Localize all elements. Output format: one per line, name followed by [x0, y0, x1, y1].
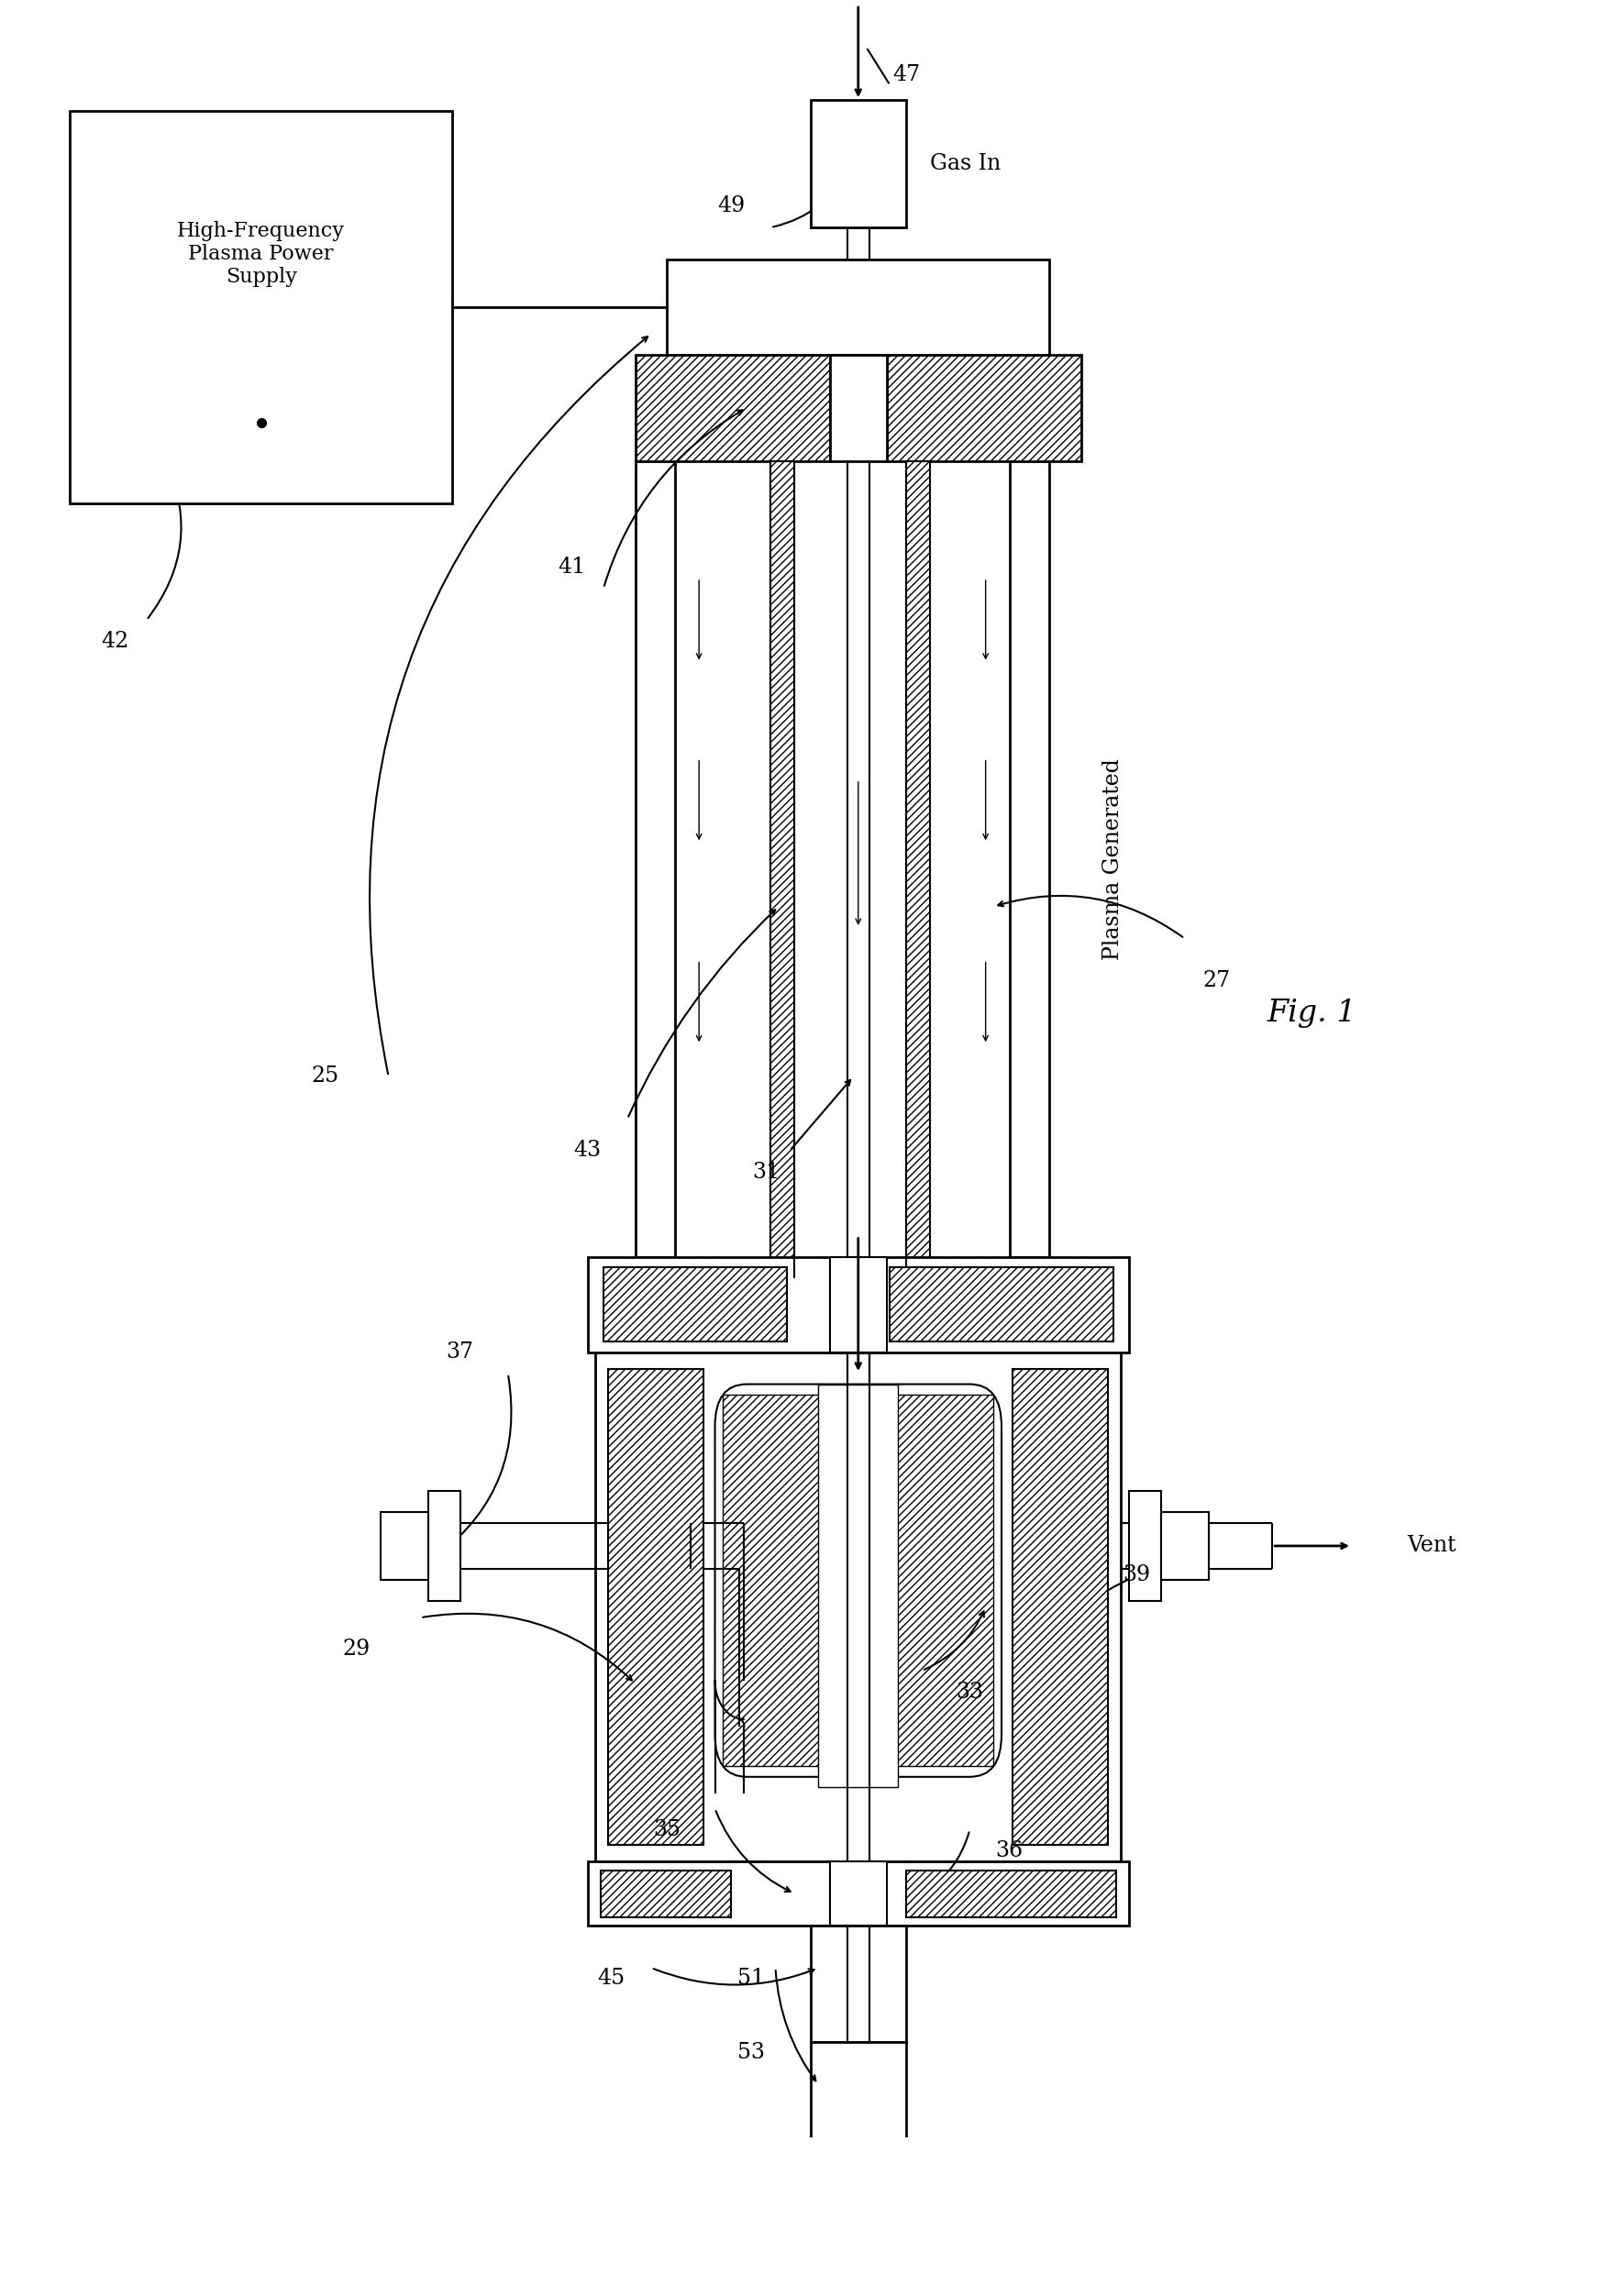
Bar: [905, 1871, 1115, 1917]
Bar: [811, 2041, 905, 2158]
Bar: [429, 1490, 461, 1600]
Bar: [819, 1384, 899, 1789]
Bar: [722, 1394, 993, 1766]
Bar: [587, 1862, 1128, 1926]
Bar: [905, 461, 929, 1279]
Text: 43: 43: [573, 1141, 602, 1162]
Text: Vent: Vent: [1408, 1536, 1457, 1557]
Bar: [1013, 1368, 1107, 1844]
Bar: [888, 356, 1082, 461]
Bar: [811, 101, 905, 227]
Bar: [1010, 461, 1050, 1256]
Text: 53: 53: [738, 2041, 766, 2064]
Bar: [811, 1926, 905, 2041]
Text: 35: 35: [653, 1818, 681, 1841]
Text: 33: 33: [957, 1681, 984, 1704]
Bar: [595, 1352, 1120, 1862]
Text: 51: 51: [738, 1968, 766, 1988]
Text: 47: 47: [892, 64, 920, 85]
Text: 36: 36: [995, 1841, 1024, 1862]
Bar: [770, 461, 794, 1279]
Bar: [830, 1862, 888, 1926]
Text: 31: 31: [753, 1162, 780, 1182]
Bar: [71, 110, 453, 503]
Bar: [830, 356, 888, 461]
Bar: [830, 1256, 888, 1352]
Bar: [668, 259, 1050, 356]
Bar: [380, 1513, 429, 1580]
Text: 39: 39: [1124, 1564, 1151, 1587]
Text: Plasma Generated: Plasma Generated: [1103, 758, 1123, 960]
Bar: [1128, 1490, 1160, 1600]
Text: Fig. 1: Fig. 1: [1268, 999, 1356, 1026]
Text: 42: 42: [101, 631, 128, 652]
Bar: [608, 1368, 703, 1844]
Bar: [636, 461, 676, 1256]
FancyBboxPatch shape: [714, 1384, 1002, 1777]
Bar: [1160, 1513, 1209, 1580]
Text: 45: 45: [597, 1968, 626, 1988]
Bar: [636, 356, 830, 461]
Text: 25: 25: [311, 1065, 339, 1086]
Text: 37: 37: [446, 1341, 473, 1364]
Bar: [587, 1256, 1128, 1352]
Text: Gas In: Gas In: [929, 154, 1002, 174]
Text: 41: 41: [559, 556, 586, 579]
Text: 49: 49: [717, 195, 745, 216]
Bar: [891, 1267, 1112, 1341]
Text: 27: 27: [1202, 971, 1231, 992]
Text: 29: 29: [343, 1639, 371, 1660]
Bar: [603, 1267, 786, 1341]
Text: High-Frequency
Plasma Power
Supply: High-Frequency Plasma Power Supply: [177, 220, 345, 287]
Bar: [600, 1871, 730, 1917]
